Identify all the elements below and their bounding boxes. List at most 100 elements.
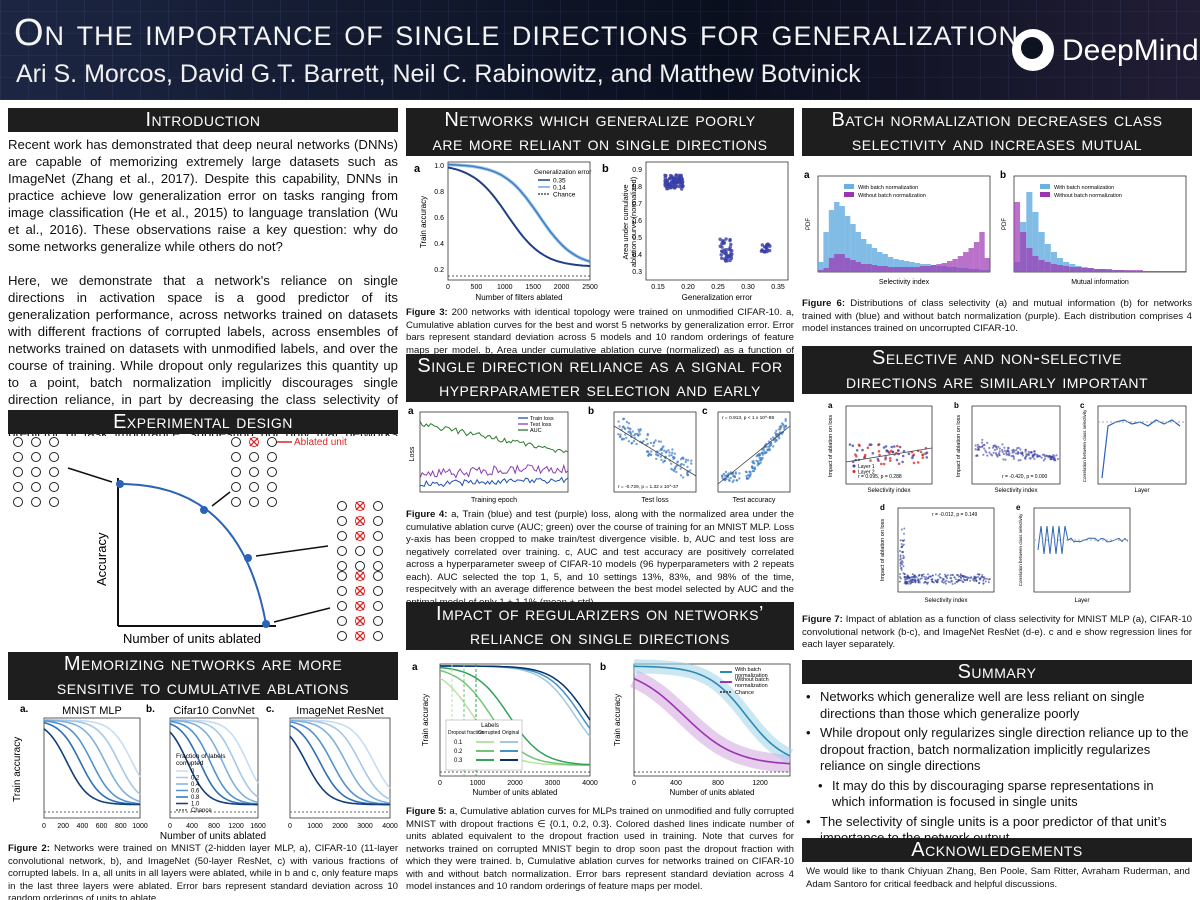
fig4c-point [758,459,762,462]
fig7d-point [931,578,934,581]
fig2-curve [289,735,390,806]
fig4c-point [777,435,780,438]
fig3a-xtick: 0 [446,284,450,291]
fig3b-point [681,180,685,184]
fig7b-point [1025,453,1028,456]
fig4b-point [653,441,656,444]
introduction-heading-text: Introduction [145,109,261,131]
network-unit [373,616,383,626]
fig3a-legend-item: 0.35 [553,178,566,185]
fig7b-point [1048,456,1051,459]
fig3b-point [724,248,728,252]
fig4b-point [672,457,675,461]
fig2-curve [43,721,141,806]
acknowledgements-heading-text: Acknowledgements [911,839,1083,861]
fig5a-xtick: 1000 [470,780,486,787]
fig7d-point [900,569,903,571]
fig7a-point [877,443,880,447]
fig2-xtick: 2000 [332,823,348,830]
fig7d-point [899,564,902,567]
fig7b-point [1033,450,1036,453]
hyperparameter-heading-line1: Single direction reliance as a signal fo… [417,355,783,377]
fig7b-point [1055,454,1058,457]
fig7d-point [944,575,947,578]
fig4c-point [729,476,732,480]
fig6b-bar-without-bn [1020,232,1027,272]
network-unit [249,482,259,492]
fig4b-point [625,436,628,439]
fig7a-point [848,443,852,446]
network-unit [31,482,41,492]
fig6b-bar-without-bn [1124,270,1131,272]
fig6b-ylabel: PDF [1002,218,1008,230]
fig4b-point [619,433,622,436]
fig7d-point [913,574,916,577]
fig6a-bar-without-bn [963,252,969,272]
fig7d-point [912,581,915,584]
selective-heading-line2: directions are similarly important [845,371,1149,393]
fig3b-point [765,244,770,248]
fig7a-point [888,457,892,460]
fig6a-ylabel: PDF [806,218,812,230]
fig4a-legend-item: AUC [530,428,542,434]
fig4b-point [654,453,658,456]
figure-6-caption: Figure 6: Distributions of class selecti… [802,298,1192,336]
fig7d-point [903,582,906,585]
fig7b-point [1012,457,1015,460]
fig7d-point [899,577,902,580]
fig7a-point [851,444,855,448]
fig6-legend-item: With batch normalization [1054,185,1114,191]
fig7a-regression [845,447,933,463]
fig4b-point [619,435,622,438]
fig3a-ytick: 0.2 [434,267,444,274]
fig3a-xtick: 1500 [525,284,541,291]
fig7b-point [1052,457,1055,460]
fig3b-point [668,186,673,190]
poster-header: On the importance of single directions f… [0,0,1200,100]
fig7b-point [1049,458,1052,461]
fig6b-bar-without-bn [1075,267,1082,272]
fig7a-stat: r = 0.095, p = 0.288 [858,474,902,480]
fig7b-point [1019,448,1022,451]
fig6-legend-item: With batch normalization [858,185,918,191]
fig5b-curve-with-bn [633,665,791,757]
fig4c-point [745,471,748,474]
fig4a-auc-line [419,420,569,454]
fig5a-xtick: 0 [438,780,442,787]
network-unit [337,546,347,556]
fig4c-point [764,451,767,455]
fig7-panel-tag: d [880,503,885,512]
fig7b-point [981,438,984,441]
fig7b-point [1024,450,1027,453]
fig7b-point [986,441,989,444]
fig7a-point [882,446,886,449]
fig2-panel-tag: a. [20,704,29,715]
memorizing-heading-line1: Memorizing networks are more [63,653,343,675]
fig7d-point [923,575,926,578]
fig7b-point [988,451,991,454]
fig6a-bar-without-bn [871,265,878,272]
fig4-tag-c: c [702,406,708,417]
network-unit [31,467,41,477]
network-diagrams [13,437,383,641]
exp-x-label: Number of units ablated [123,631,261,646]
fig3b-point [665,181,669,185]
fig7b-point [992,444,995,447]
fig7b-point [1042,459,1045,462]
fig7a-point [925,451,929,454]
fig7b-point [976,443,979,446]
fig6a-bar-with-bn [898,260,904,272]
fig4a-xlabel: Training epoch [471,497,517,504]
fig5a-table-col: Corrupted [478,730,500,736]
network-unit [373,571,383,581]
fig7d-point [900,567,903,569]
fig7a-point [912,461,916,465]
fig4c-point [784,417,787,421]
fig7d-point [966,576,969,579]
fig6-legend-item: Without batch normalization [858,193,926,199]
fig3b-point [676,176,680,181]
fig4b-point [661,446,664,449]
fig7d-point [982,579,985,582]
fig4b-point [630,441,634,445]
